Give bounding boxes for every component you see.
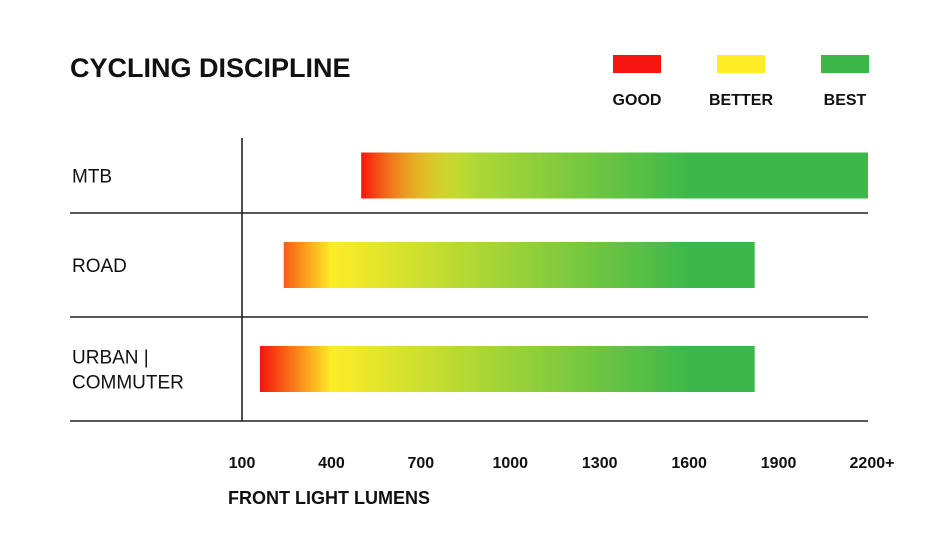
x-tick-label: 1300 bbox=[582, 455, 618, 472]
bars-group bbox=[259, 152, 868, 392]
legend-label-better: BETTER bbox=[709, 92, 773, 109]
x-tick-label: 2200+ bbox=[850, 455, 895, 472]
category-label: MTB bbox=[72, 167, 112, 188]
category-label: URBAN | bbox=[72, 348, 149, 369]
x-tick-label: 1900 bbox=[761, 455, 797, 472]
legend-swatch-best bbox=[821, 55, 869, 73]
legend: GOOD BETTER BEST bbox=[613, 55, 869, 109]
chart-title: CYCLING DISCIPLINE bbox=[70, 53, 351, 83]
category-labels: MTB ROAD URBAN | COMMUTER bbox=[72, 167, 184, 394]
category-label: COMMUTER bbox=[72, 373, 184, 394]
bar-urban-commuter bbox=[259, 346, 755, 392]
x-tick-label: 1600 bbox=[671, 455, 707, 472]
x-axis-title: FRONT LIGHT LUMENS bbox=[228, 488, 430, 508]
x-tick-label: 700 bbox=[408, 455, 435, 472]
x-tick-labels: 100 400 700 1000 1300 1600 1900 2200+ bbox=[229, 455, 895, 472]
category-label: ROAD bbox=[72, 256, 127, 277]
bar-mtb-start-accent bbox=[361, 152, 472, 199]
legend-label-best: BEST bbox=[824, 92, 867, 109]
x-tick-label: 400 bbox=[318, 455, 345, 472]
x-tick-label: 1000 bbox=[492, 455, 528, 472]
legend-swatch-better bbox=[717, 55, 765, 73]
x-tick-label: 100 bbox=[229, 455, 256, 472]
bar-road bbox=[283, 242, 755, 288]
row-separators bbox=[70, 212, 868, 422]
legend-swatch-good bbox=[613, 55, 661, 73]
legend-label-good: GOOD bbox=[613, 92, 662, 109]
